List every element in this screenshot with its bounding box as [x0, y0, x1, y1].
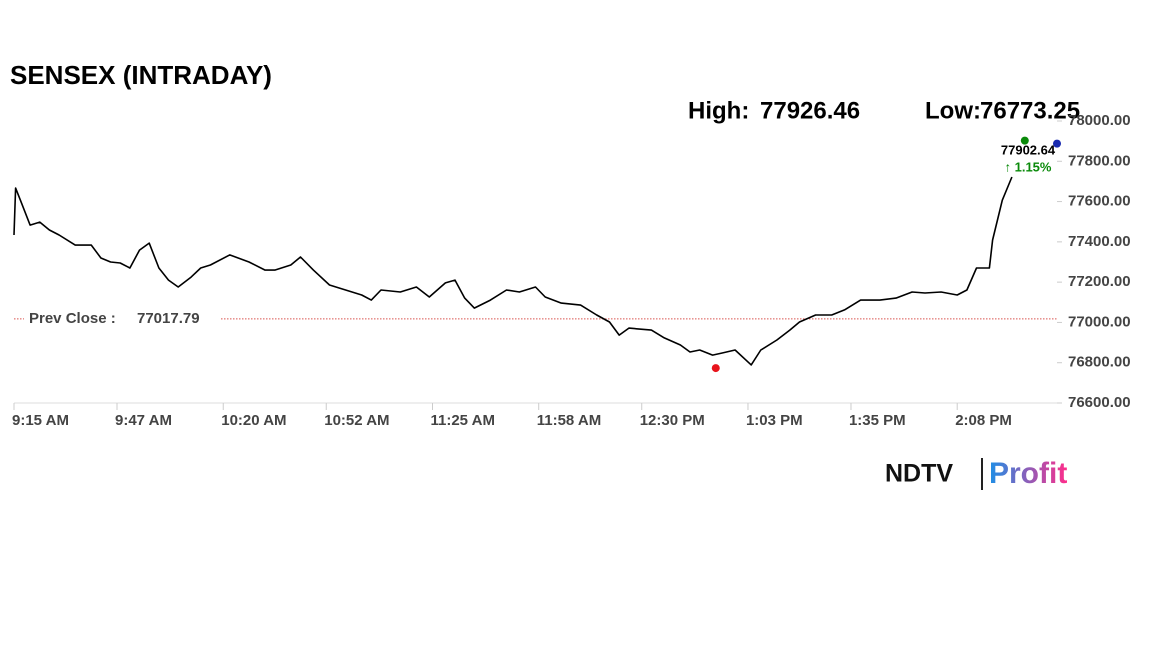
y-tick-label: 77600.00 [1068, 193, 1131, 210]
y-tick-label: 78000.00 [1068, 112, 1131, 129]
y-tick-label: 77200.00 [1068, 273, 1131, 290]
chart-title: SENSEX (INTRADAY) [10, 60, 272, 90]
high-label: High: [688, 97, 749, 124]
y-tick-label: 77400.00 [1068, 233, 1131, 250]
prev-close-label: Prev Close : [29, 310, 116, 327]
y-tick-label: 77000.00 [1068, 313, 1131, 330]
price-line [13, 176, 1013, 366]
x-tick-label: 10:20 AM [221, 412, 286, 429]
prev-close-bg [24, 308, 220, 329]
change-label: ↑ 1.15% [1005, 159, 1052, 174]
x-tick-label: 10:52 AM [324, 412, 389, 429]
x-tick-label: 1:35 PM [849, 412, 906, 429]
x-tick-label: 12:30 PM [640, 412, 705, 429]
x-tick-label: 11:58 AM [537, 412, 601, 429]
x-tick-label: 2:08 PM [955, 412, 1012, 429]
x-tick-label: 1:03 PM [746, 412, 803, 429]
current-marker [1020, 136, 1029, 145]
logo-divider [981, 458, 983, 490]
end-marker [1053, 139, 1061, 148]
x-tick-label: 9:47 AM [115, 412, 172, 429]
y-tick-label: 76800.00 [1068, 354, 1131, 371]
logo-right: Profit [989, 457, 1067, 490]
x-tick-label: 11:25 AM [430, 412, 494, 429]
prev-close-value: 77017.79 [137, 310, 200, 327]
low-value: 76773.25 [980, 97, 1080, 124]
y-tick-label: 76600.00 [1068, 394, 1131, 411]
logo-left: NDTV [885, 460, 953, 488]
high-value: 77926.46 [760, 97, 860, 124]
y-tick-label: 77800.00 [1068, 152, 1131, 169]
low-marker [711, 364, 720, 373]
x-tick-label: 9:15 AM [12, 412, 69, 429]
low-label: Low: [925, 97, 981, 124]
current-value: 77902.64 [1001, 142, 1056, 157]
